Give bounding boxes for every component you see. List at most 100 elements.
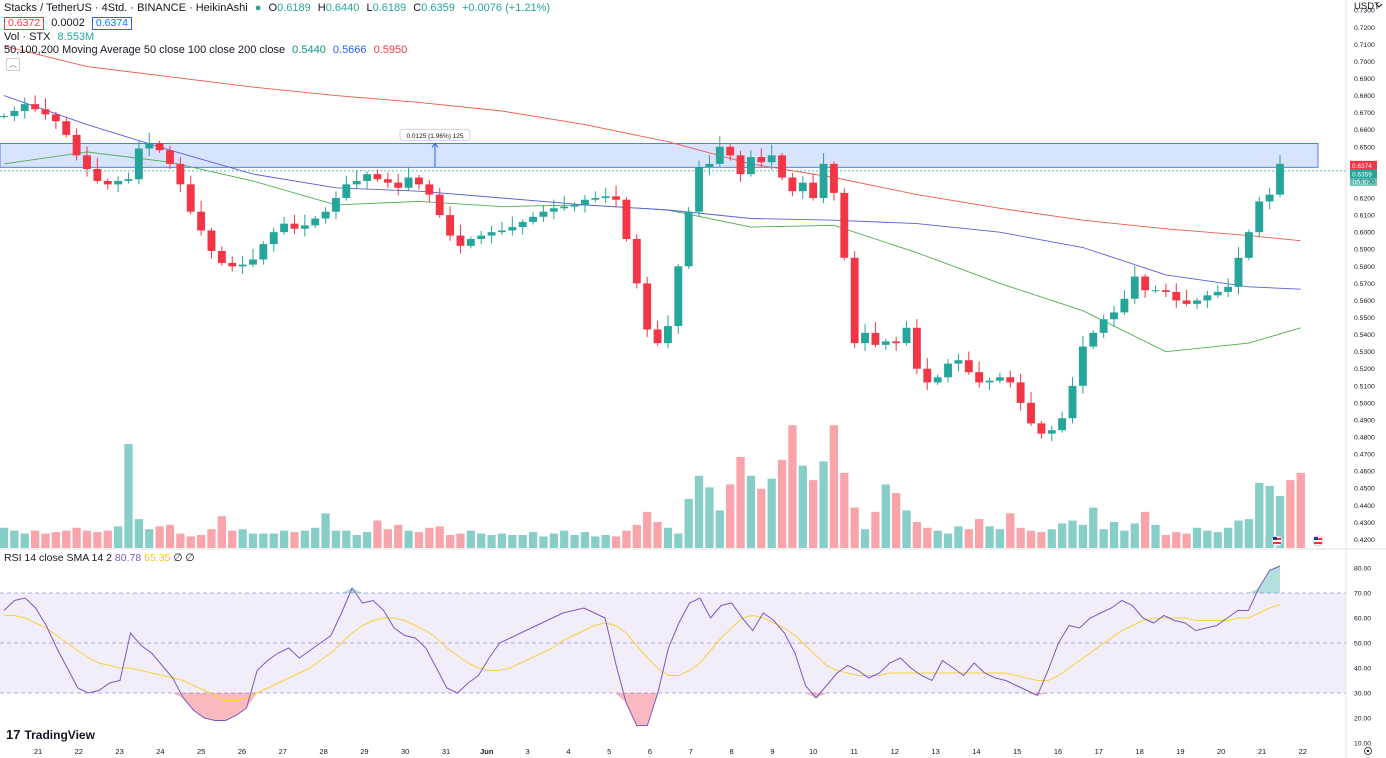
price-tick-label: 0.6800	[1354, 93, 1375, 100]
symbol-title[interactable]: Stacks / TetherUS · 4Std. · BINANCE · He…	[4, 2, 248, 14]
candle-body	[912, 327, 921, 369]
candle-body	[1089, 332, 1098, 347]
volume-bar	[1203, 530, 1212, 548]
candle-body	[186, 184, 195, 212]
price-tag-label: 0.6359	[1352, 171, 1372, 178]
candle	[0, 113, 8, 119]
bid-price-box[interactable]: 0.6372	[4, 17, 45, 30]
volume-bar	[373, 520, 382, 548]
volume-bar	[404, 530, 413, 548]
candle-body	[829, 163, 838, 193]
rsi-oversold-fill	[636, 693, 648, 726]
candle-body	[871, 332, 880, 345]
candle	[1016, 373, 1025, 411]
candle-body	[674, 266, 683, 327]
volume-bar	[311, 527, 320, 548]
price-tick-label: 0.5300	[1354, 349, 1375, 356]
volume-bar	[1172, 532, 1181, 548]
moving-average-legend[interactable]: 50,100,200 Moving Average 50 close 100 c…	[4, 44, 411, 57]
candle	[819, 153, 828, 204]
volume-bar	[352, 535, 361, 548]
volume-bar	[757, 488, 766, 548]
close-value: 0.6359	[421, 2, 455, 14]
volume-bar	[902, 510, 911, 548]
price-tick-label: 0.4200	[1354, 537, 1375, 544]
rsi-label: RSI 14 close SMA 14 2	[4, 552, 112, 564]
tv-logo-icon: 17	[6, 727, 21, 742]
candle-body	[415, 177, 423, 185]
ma100-value: 0.5666	[332, 44, 367, 56]
volume-bar	[933, 530, 942, 548]
time-tick-label: 25	[197, 747, 205, 756]
high-label: H	[317, 2, 326, 14]
collapse-legend-chevron-icon[interactable]: ︿	[6, 58, 20, 71]
tradingview-logo[interactable]: 17 TradingView	[6, 727, 95, 742]
volume-bar	[1234, 520, 1243, 548]
time-tick-label: Jun	[480, 747, 494, 756]
volume-bar	[1223, 527, 1233, 548]
candle	[1151, 285, 1160, 293]
candle-body	[280, 223, 289, 233]
candle	[134, 139, 143, 185]
candle-body	[487, 232, 496, 236]
tradingview-logo-text: TradingView	[24, 728, 95, 742]
candle-body	[31, 104, 40, 110]
rsi-overbought-fill	[1248, 588, 1259, 593]
candle-body	[964, 360, 973, 373]
candle-body	[809, 182, 818, 199]
candle-layer[interactable]	[0, 95, 1284, 442]
volume-bar	[248, 533, 258, 548]
rsi-legend[interactable]: RSI 14 close SMA 14 2 80.78 65.35 ∅ ∅	[4, 552, 195, 564]
volume-bar	[777, 459, 787, 548]
volume-bar	[694, 475, 704, 548]
volume-bar	[528, 532, 538, 548]
volume-bar	[663, 527, 673, 548]
candle-body	[456, 235, 465, 246]
volume-bar	[560, 530, 569, 548]
candle-body	[1193, 300, 1201, 304]
candle	[300, 214, 309, 237]
currency-chevron-down-icon	[1375, 3, 1383, 8]
symbol-legend[interactable]: Stacks / TetherUS · 4Std. · BINANCE · He…	[4, 2, 554, 15]
candle	[622, 197, 631, 242]
candle-body	[539, 211, 548, 217]
candle	[124, 172, 133, 184]
settings-gear-icon	[1364, 747, 1372, 755]
rsi-tick-label: 70.00	[1354, 591, 1371, 598]
volume-bar	[383, 529, 392, 548]
volume-bar	[487, 535, 496, 548]
rsi-line	[3, 565, 1281, 726]
volume-bar	[425, 527, 434, 548]
time-tick-label: 17	[1095, 747, 1103, 756]
volume-label: Vol · STX	[4, 31, 51, 43]
volume-layer	[0, 425, 1305, 548]
time-tick-label: 13	[931, 747, 939, 756]
volume-bar	[1037, 532, 1046, 548]
candle	[207, 227, 216, 259]
candle	[1193, 297, 1201, 309]
ma200-value: 0.5950	[373, 44, 408, 56]
volume-legend[interactable]: Vol · STX 8.553M	[4, 31, 98, 44]
volume-bar	[445, 535, 455, 548]
ask-price-box[interactable]: 0.6374	[91, 17, 133, 30]
candle	[518, 219, 527, 235]
candle	[560, 195, 569, 211]
candle	[809, 173, 818, 201]
volume-bar	[456, 533, 465, 548]
candle	[466, 236, 475, 249]
price-tick-label: 0.7100	[1354, 42, 1375, 49]
volume-bar	[466, 530, 475, 548]
candle	[695, 160, 703, 217]
candle-body	[1130, 276, 1139, 299]
volume-bar	[186, 536, 195, 548]
candle	[601, 187, 610, 204]
candle	[591, 191, 600, 203]
rsi-tick-label: 40.00	[1354, 666, 1371, 673]
candle-body	[103, 180, 112, 185]
rsi-tick-label: 80.00	[1354, 566, 1371, 573]
candle	[850, 251, 859, 349]
candle	[155, 140, 164, 153]
candle	[788, 172, 797, 197]
candle	[757, 148, 766, 168]
